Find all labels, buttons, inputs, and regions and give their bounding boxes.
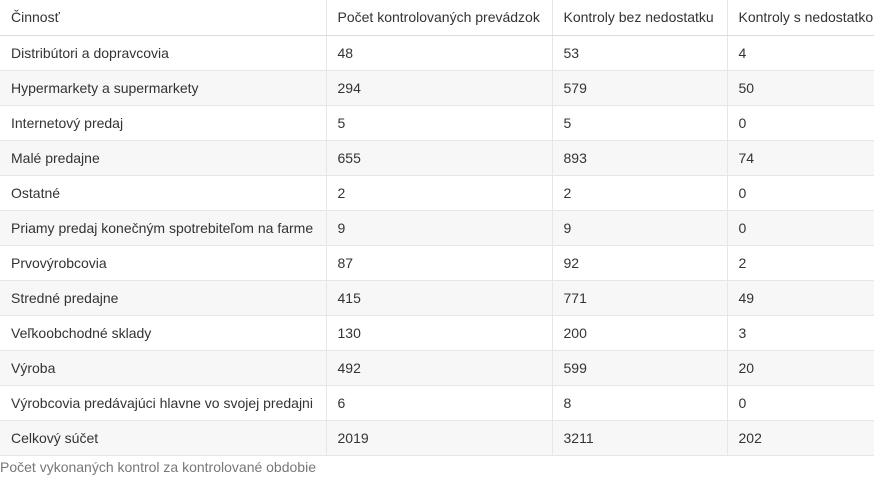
header-row: Činnosť Počet kontrolovaných prevádzok K… — [0, 0, 874, 36]
cell-without-defect: 5 — [552, 105, 728, 141]
cell-inspected-premises: 415 — [326, 280, 553, 316]
cell-activity: Hypermarkety a supermarkety — [0, 70, 327, 106]
table-caption: Počet vykonaných kontrol za kontrolované… — [0, 459, 316, 475]
cell-without-defect: 9 — [552, 210, 728, 246]
cell-inspected-premises: 9 — [326, 210, 553, 246]
cell-inspected-premises: 492 — [326, 350, 553, 386]
cell-without-defect: 599 — [552, 350, 728, 386]
table-row: Prvovýrobcovia 87 92 2 — [0, 245, 874, 281]
cell-inspected-premises: 130 — [326, 315, 553, 351]
cell-without-defect: 2 — [552, 175, 728, 211]
cell-with-defect: 4 — [727, 35, 874, 71]
cell-with-defect: 0 — [727, 175, 874, 211]
cell-activity: Stredné predajne — [0, 280, 327, 316]
cell-inspected-premises: 294 — [326, 70, 553, 106]
cell-with-defect: 0 — [727, 105, 874, 141]
table-header: Činnosť Počet kontrolovaných prevádzok K… — [0, 0, 874, 36]
table-row: Výroba 492 599 20 — [0, 350, 874, 386]
cell-inspected-premises: 87 — [326, 245, 553, 281]
cell-inspected-premises: 2 — [326, 175, 553, 211]
cell-with-defect: 50 — [727, 70, 874, 106]
cell-with-defect: 2 — [727, 245, 874, 281]
table-row: Distribútori a dopravcovia 48 53 4 — [0, 35, 874, 71]
table-row: Hypermarkety a supermarkety 294 579 50 — [0, 70, 874, 106]
cell-activity: Priamy predaj konečným spotrebiteľom na … — [0, 210, 327, 246]
cell-without-defect: 53 — [552, 35, 728, 71]
cell-with-defect: 0 — [727, 210, 874, 246]
cell-activity: Výrobcovia predávajúci hlavne vo svojej … — [0, 385, 327, 421]
cell-without-defect: 3211 — [552, 420, 728, 456]
table-row: Malé predajne 655 893 74 — [0, 140, 874, 176]
cell-activity: Distribútori a dopravcovia — [0, 35, 327, 71]
header-activity: Činnosť — [0, 0, 327, 36]
cell-without-defect: 92 — [552, 245, 728, 281]
cell-with-defect: 3 — [727, 315, 874, 351]
table-row: Stredné predajne 415 771 49 — [0, 280, 874, 316]
cell-inspected-premises: 6 — [326, 385, 553, 421]
cell-activity: Celkový súčet — [0, 420, 327, 456]
cell-without-defect: 8 — [552, 385, 728, 421]
table-row: Internetový predaj 5 5 0 — [0, 105, 874, 141]
cell-inspected-premises: 5 — [326, 105, 553, 141]
cell-activity: Malé predajne — [0, 140, 327, 176]
table-body: Distribútori a dopravcovia 48 53 4 Hyper… — [0, 35, 874, 456]
cell-without-defect: 200 — [552, 315, 728, 351]
table-row-total: Celkový súčet 2019 3211 202 — [0, 420, 874, 456]
cell-activity: Internetový predaj — [0, 105, 327, 141]
cell-activity: Veľkoobchodné sklady — [0, 315, 327, 351]
inspection-table: Činnosť Počet kontrolovaných prevádzok K… — [0, 0, 874, 456]
cell-without-defect: 893 — [552, 140, 728, 176]
cell-with-defect: 202 — [727, 420, 874, 456]
cell-without-defect: 579 — [552, 70, 728, 106]
header-inspected-premises: Počet kontrolovaných prevádzok — [326, 0, 553, 36]
table-row: Priamy predaj konečným spotrebiteľom na … — [0, 210, 874, 246]
header-inspections-with-defect: Kontroly s nedostatkom — [727, 0, 874, 36]
cell-inspected-premises: 48 — [326, 35, 553, 71]
cell-inspected-premises: 655 — [326, 140, 553, 176]
cell-with-defect: 20 — [727, 350, 874, 386]
cell-inspected-premises: 2019 — [326, 420, 553, 456]
cell-with-defect: 0 — [727, 385, 874, 421]
cell-activity: Výroba — [0, 350, 327, 386]
cell-activity: Ostatné — [0, 175, 327, 211]
table-row: Ostatné 2 2 0 — [0, 175, 874, 211]
cell-activity: Prvovýrobcovia — [0, 245, 327, 281]
table-row: Výrobcovia predávajúci hlavne vo svojej … — [0, 385, 874, 421]
cell-with-defect: 74 — [727, 140, 874, 176]
header-inspections-without-defect: Kontroly bez nedostatku — [552, 0, 728, 36]
cell-with-defect: 49 — [727, 280, 874, 316]
cell-without-defect: 771 — [552, 280, 728, 316]
table-row: Veľkoobchodné sklady 130 200 3 — [0, 315, 874, 351]
